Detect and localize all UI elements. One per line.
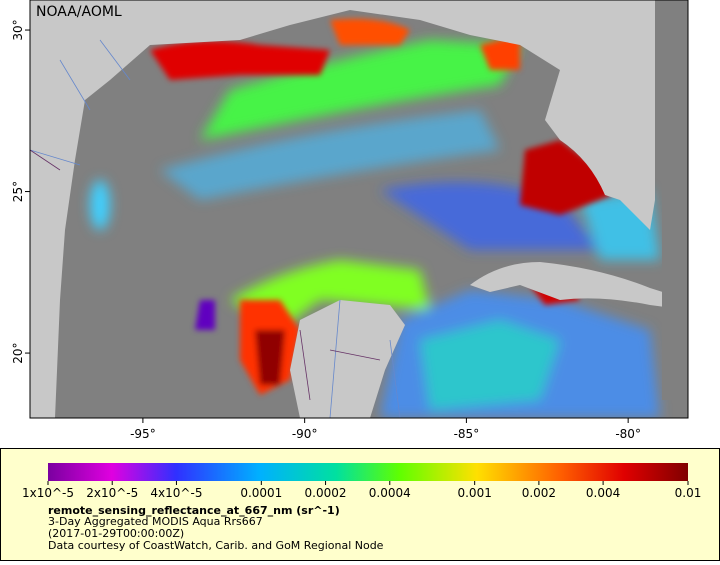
plot-frame (29, 0, 689, 419)
colorbar-tick-label: 1x10^-5 (22, 486, 74, 500)
land-yucatan (290, 300, 405, 418)
land-cuba (470, 262, 688, 310)
colorbar-tick-label: 2x10^-5 (86, 486, 138, 500)
x-tick-label: -80° (615, 427, 641, 441)
legend-dataset: 3-Day Aggregated MODIS Aqua Rrs667 (48, 515, 263, 528)
x-tick-label: -85° (454, 427, 480, 441)
colorbar (48, 463, 688, 481)
colorbar-tick-label: 0.0002 (305, 486, 347, 500)
reflectance-field (90, 40, 660, 418)
y-tick-label: 25° (11, 181, 25, 202)
y-tick-label: 20° (11, 342, 25, 363)
colorbar-tick-label: 0.0004 (369, 486, 411, 500)
colorbar-tick-label: 0.004 (586, 486, 620, 500)
legend-credit: Data courtesy of CoastWatch, Carib. and … (48, 539, 384, 552)
x-tick-label: -90° (292, 427, 318, 441)
colorbar-tick-label: 4x10^-5 (150, 486, 202, 500)
legend-time: (2017-01-29T00:00:00Z) (48, 527, 184, 540)
atlantic (662, 0, 688, 400)
colorbar-tick-label: 0.01 (675, 486, 702, 500)
y-tick-label: 30° (11, 19, 25, 40)
borders (30, 149, 381, 401)
map-area: NOAA/AOML (30, 0, 688, 418)
colorbar-tick-label: 0.001 (457, 486, 491, 500)
watermark: NOAA/AOML (36, 4, 122, 20)
land-north-west (30, 0, 688, 418)
colorbar-tick-label: 0.002 (522, 486, 556, 500)
colorbar-tick-label: 0.0001 (240, 486, 282, 500)
x-tick-label: -95° (130, 427, 156, 441)
rivers (30, 39, 401, 418)
legend-variable: remote_sensing_reflectance_at_667_nm (sr… (48, 504, 340, 517)
